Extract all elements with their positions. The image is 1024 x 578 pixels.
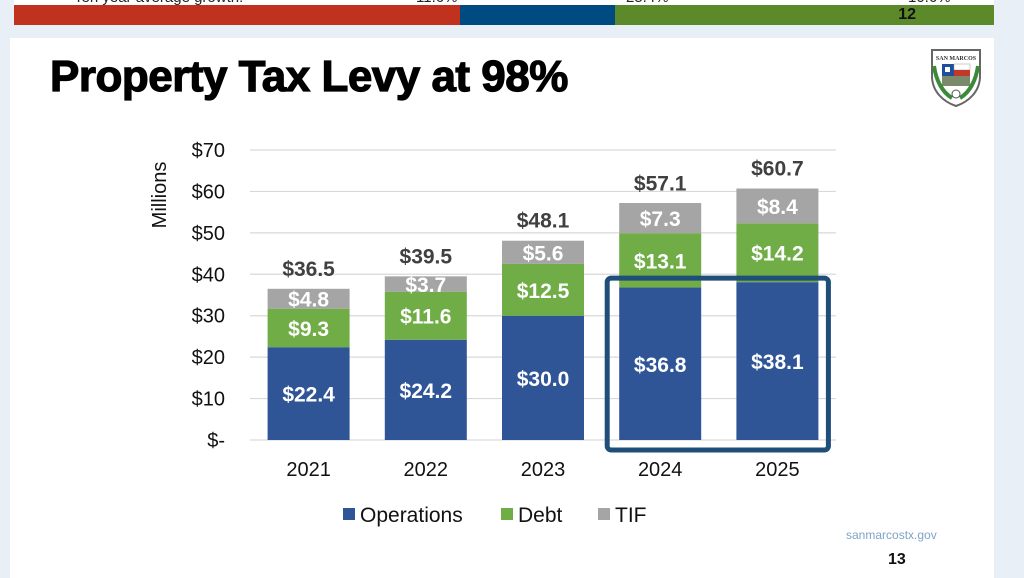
y-tick-label: $60 xyxy=(192,181,225,203)
y-tick-label: $20 xyxy=(192,347,225,369)
legend-swatch-debt xyxy=(501,508,513,520)
data-label-debt-2024: $13.1 xyxy=(634,250,687,273)
bar-debt-2022 xyxy=(384,291,467,340)
highlight-box xyxy=(604,275,831,453)
bar-operations-2023 xyxy=(502,315,584,440)
footer-url[interactable]: sanmarcostx.gov xyxy=(846,528,937,542)
total-label-2023: $48.1 xyxy=(517,210,570,233)
previous-slide-strip: Ten year average growth: 11.6% 25.4% 10.… xyxy=(14,0,994,25)
san-marcos-seal-icon: SAN MARCOS xyxy=(931,49,981,108)
bar-debt-2025 xyxy=(736,223,819,283)
bar-debt-2023 xyxy=(502,263,584,316)
previous-value-1: 11.6% xyxy=(416,0,457,5)
bar-operations-2025 xyxy=(736,282,819,440)
y-tick-label: $10 xyxy=(192,389,225,411)
legend-label-debt: Debt xyxy=(518,504,563,527)
total-label-2024: $57.1 xyxy=(634,172,687,195)
x-tick-label: 2024 xyxy=(638,459,683,481)
x-tick-label: 2025 xyxy=(755,459,800,481)
y-axis-label: Millions xyxy=(149,162,171,229)
x-axis-ticks: 2021 2022 2023 2024 2025 xyxy=(286,459,799,481)
previous-slide-caption-row: Ten year average growth: 11.6% 25.4% 10.… xyxy=(14,0,994,5)
data-label-operations-2025: $38.1 xyxy=(751,351,804,374)
previous-bar-green xyxy=(615,5,994,25)
bar-tif-2025 xyxy=(736,188,819,224)
data-label-operations-2021: $22.4 xyxy=(282,384,335,407)
page-number: 13 xyxy=(888,551,906,568)
legend: Operations Debt TIF xyxy=(343,504,647,527)
legend-swatch-operations xyxy=(343,508,355,520)
data-label-tif-2022: $3.7 xyxy=(405,274,446,297)
legend-label-tif: TIF xyxy=(615,504,647,527)
total-label-2021: $36.5 xyxy=(282,258,335,281)
y-axis-ticks: $- $10 $20 $30 $40 $50 $60 $70 xyxy=(192,140,225,452)
bar-tif-2022 xyxy=(384,276,467,292)
previous-bar-red xyxy=(14,5,460,25)
bar-operations-2024 xyxy=(619,287,702,440)
bar-operations-2021 xyxy=(267,347,350,440)
y-tick-label: $40 xyxy=(192,264,225,286)
bar-tif-2021 xyxy=(267,288,350,309)
y-tick-label: $70 xyxy=(192,140,225,162)
data-label-tif-2025: $8.4 xyxy=(757,196,798,219)
legend-label-operations: Operations xyxy=(360,504,463,527)
slide-title: Property Tax Levy at 98% xyxy=(49,51,569,101)
y-tick-label: $50 xyxy=(192,223,225,245)
data-label-tif-2024: $7.3 xyxy=(640,208,681,231)
bar-tif-2023 xyxy=(502,240,584,264)
data-label-operations-2022: $24.2 xyxy=(400,380,453,403)
previous-value-2: 25.4% xyxy=(626,0,669,5)
data-label-debt-2022: $11.6 xyxy=(400,306,451,329)
bar-tif-2024 xyxy=(619,203,702,234)
bar-operations-2022 xyxy=(384,339,467,440)
y-tick-label: $30 xyxy=(192,306,225,328)
data-label-debt-2023: $12.5 xyxy=(517,280,570,303)
x-tick-label: 2023 xyxy=(521,459,566,481)
previous-caption: Ten year average growth: xyxy=(74,0,243,5)
x-tick-label: 2021 xyxy=(286,459,331,481)
total-label-2022: $39.5 xyxy=(400,245,453,268)
bar-debt-2021 xyxy=(267,308,350,348)
previous-page-number: 12 xyxy=(898,6,916,23)
previous-bar-blue xyxy=(460,5,615,25)
segment-labels: $22.4 $9.3 $4.8 $24.2 $11.6 $3.7 $30.0 $12.5 $5.… xyxy=(282,196,804,407)
data-label-operations-2024: $36.8 xyxy=(634,354,687,377)
bars xyxy=(267,188,819,440)
total-label-2025: $60.7 xyxy=(751,158,804,181)
data-label-debt-2021: $9.3 xyxy=(288,318,329,341)
data-label-operations-2023: $30.0 xyxy=(517,368,570,391)
data-label-tif-2021: $4.8 xyxy=(288,289,329,312)
legend-swatch-tif xyxy=(598,508,610,520)
data-label-tif-2023: $5.6 xyxy=(523,242,564,265)
logo-text: SAN MARCOS xyxy=(936,56,977,62)
x-tick-label: 2022 xyxy=(404,459,449,481)
total-labels: $36.5 $39.5 $48.1 $57.1 $60.7 xyxy=(282,158,803,281)
previous-value-3: 10.6% xyxy=(908,0,951,5)
y-tick-label: $- xyxy=(207,430,225,452)
data-label-debt-2025: $14.2 xyxy=(751,243,804,266)
